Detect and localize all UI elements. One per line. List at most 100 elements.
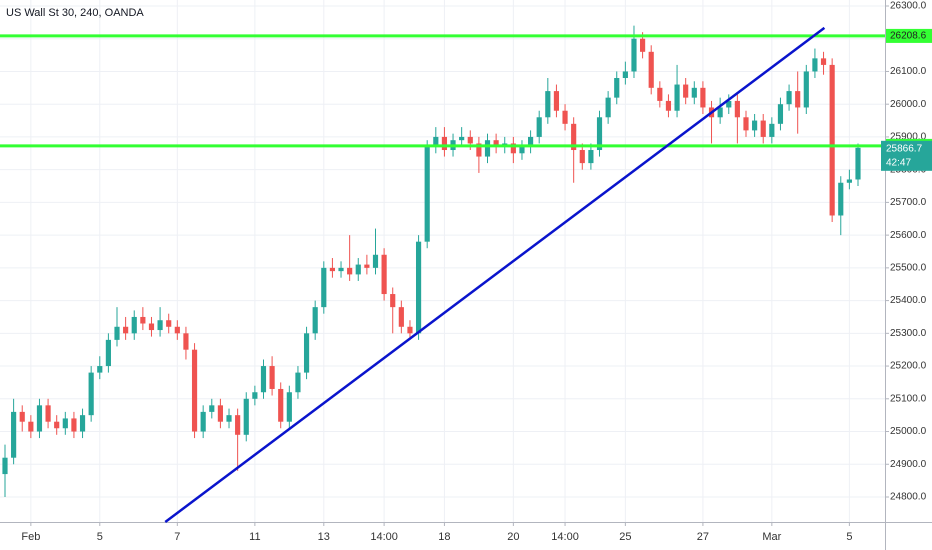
candle-body xyxy=(28,421,34,432)
y-tick-label: 25000.0 xyxy=(890,426,927,437)
candle-body xyxy=(398,307,404,327)
candle-body xyxy=(424,146,430,242)
candle-body xyxy=(467,136,473,144)
x-tick-label: 11 xyxy=(249,531,260,543)
candle-body xyxy=(484,140,491,157)
candle-body xyxy=(545,91,551,118)
grid xyxy=(0,0,885,522)
candle-body xyxy=(191,349,198,432)
x-tick-label: 25 xyxy=(619,531,631,543)
candle-body xyxy=(364,264,370,268)
candle-body xyxy=(217,405,223,422)
x-tick-label: 5 xyxy=(97,531,103,543)
candle-body xyxy=(209,405,215,412)
candle-body xyxy=(372,254,379,268)
candle-body xyxy=(631,38,637,72)
candle-body xyxy=(493,140,499,147)
candle-body xyxy=(803,71,809,108)
y-tick-label: 25300.0 xyxy=(890,328,927,339)
candle-body xyxy=(510,143,516,154)
x-tick-label: 14:00 xyxy=(370,531,398,543)
candle-body xyxy=(726,100,732,108)
candle-body xyxy=(829,64,835,216)
candle-body xyxy=(338,267,344,272)
x-tick-label: Mar xyxy=(762,531,781,543)
candle-body xyxy=(605,97,611,118)
candle-body xyxy=(622,71,628,79)
chart-title: US Wall St 30, 240, OANDA xyxy=(6,7,144,19)
last-price-badge xyxy=(881,140,932,171)
candle-body xyxy=(838,182,844,216)
x-tick-label: 13 xyxy=(318,531,330,543)
candle-body xyxy=(415,241,422,334)
candle-body xyxy=(45,405,51,422)
y-tick-label: 24800.0 xyxy=(890,492,927,503)
candle-body xyxy=(519,146,525,154)
y-tick-label: 26100.0 xyxy=(890,66,927,77)
candle-body xyxy=(760,120,766,137)
candle-body xyxy=(640,38,646,52)
candle-body xyxy=(536,117,542,137)
x-tick-label: 20 xyxy=(507,531,519,543)
candle-body xyxy=(200,411,206,432)
candle-body xyxy=(278,388,284,422)
candle-body xyxy=(441,136,448,151)
candle-body xyxy=(528,136,534,147)
candle-body xyxy=(183,333,189,350)
candle-body xyxy=(743,117,749,131)
candle-body xyxy=(312,307,318,334)
candle-body xyxy=(717,107,723,118)
candle-body xyxy=(123,326,129,334)
candle-body xyxy=(71,418,77,432)
candle-body xyxy=(131,316,137,334)
candle-body xyxy=(2,457,8,475)
y-tick-label: 25400.0 xyxy=(890,295,927,306)
candle-body xyxy=(777,104,784,124)
candle-body xyxy=(355,264,361,275)
candle-body xyxy=(812,58,818,72)
candle-body xyxy=(105,339,111,367)
level-label: 26208.6 xyxy=(890,31,927,42)
candle-body xyxy=(62,418,68,429)
level-badge xyxy=(886,28,932,43)
candle-body xyxy=(321,267,327,308)
candle-body xyxy=(674,84,680,111)
y-tick-label: 25700.0 xyxy=(890,197,927,208)
candle-body xyxy=(795,91,801,108)
candle-body xyxy=(855,147,861,180)
y-tick-label: 24900.0 xyxy=(890,459,927,470)
candle-body xyxy=(235,415,241,435)
candle-body xyxy=(381,254,387,295)
candle-body xyxy=(260,366,267,393)
candle-body xyxy=(174,326,180,334)
trendline xyxy=(164,26,826,524)
candle-body xyxy=(79,415,86,432)
candle-body xyxy=(579,150,585,164)
candle-body xyxy=(269,366,275,389)
candle-body xyxy=(734,100,740,118)
candle-body xyxy=(433,136,439,147)
candle-body xyxy=(286,392,292,422)
candle-body xyxy=(329,267,335,272)
candle-body xyxy=(665,100,672,111)
countdown-label: 42:47 xyxy=(886,157,911,168)
candle-body xyxy=(303,333,310,373)
candle-body xyxy=(588,150,594,164)
candle-body xyxy=(648,51,654,88)
candle-body xyxy=(347,267,353,275)
candle-body xyxy=(157,320,163,331)
candle-body xyxy=(148,323,155,331)
candle-body xyxy=(476,143,482,157)
x-tick-label: Feb xyxy=(21,531,40,543)
axes: 24800.0 24900.0 25000.0 25100.0 25200.0 25300… xyxy=(21,1,932,543)
candle-body xyxy=(226,415,232,422)
y-tick-label: 25100.0 xyxy=(890,393,927,404)
candle-body xyxy=(562,110,568,124)
candle-body xyxy=(769,123,775,137)
candle-body xyxy=(295,372,301,393)
plot xyxy=(0,25,885,524)
x-tick-label: 14:00 xyxy=(551,531,579,543)
candle-body xyxy=(683,84,689,98)
candle-body xyxy=(19,411,25,422)
price-axis-bg xyxy=(885,0,932,550)
